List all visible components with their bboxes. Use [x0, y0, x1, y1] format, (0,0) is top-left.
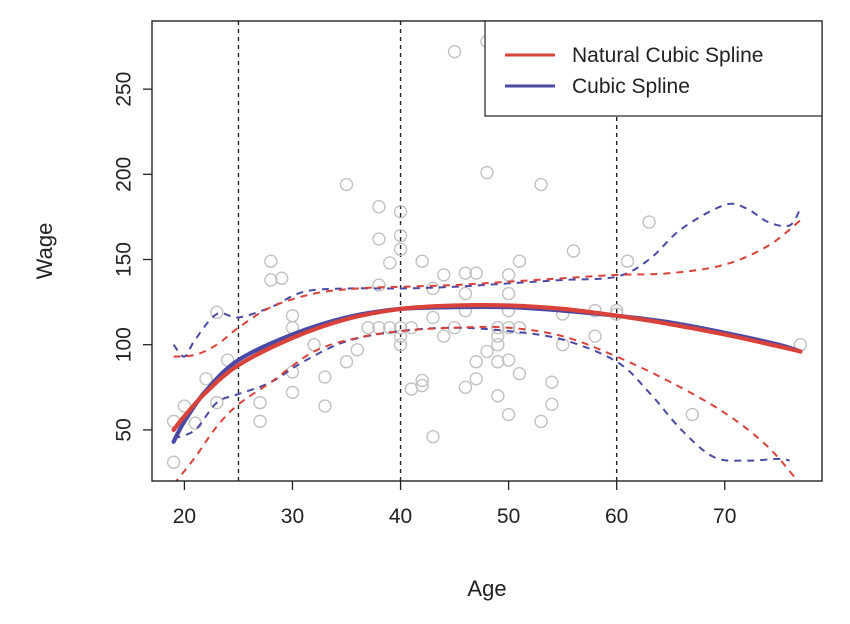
x-tick-label-60: 60: [605, 505, 628, 528]
data-point-57: [480, 344, 494, 359]
data-point-84: [620, 254, 635, 268]
data-point-26: [372, 278, 386, 292]
data-point-66: [501, 320, 516, 335]
plot-content: [166, 21, 808, 481]
data-point-68: [501, 407, 516, 422]
data-point-28: [383, 256, 397, 270]
y-tick-label-50: 50: [113, 418, 136, 441]
data-point-49: [458, 286, 473, 301]
data-point-37: [404, 320, 419, 335]
data-point-11: [264, 254, 278, 268]
data-point-38: [415, 254, 429, 268]
data-point-6: [210, 305, 224, 320]
y-axis-title: Wage: [32, 223, 57, 280]
x-tick-label-20: 20: [173, 505, 196, 528]
data-point-35: [393, 338, 408, 352]
x-tick-label-70: 70: [713, 505, 736, 528]
data-point-21: [339, 355, 354, 369]
data-point-86: [685, 407, 700, 422]
data-point-16: [285, 309, 300, 323]
data-point-41: [426, 430, 440, 444]
data-point-32: [393, 242, 408, 256]
data-point-30: [393, 205, 408, 219]
data-point-8: [253, 414, 267, 429]
x-tick-label-40: 40: [389, 505, 412, 528]
data-point-51: [458, 380, 473, 394]
data-point-20: [339, 177, 354, 192]
y-tick-label-250: 250: [113, 72, 136, 107]
data-point-72: [512, 366, 527, 381]
data-point-54: [469, 266, 483, 280]
data-point-24: [372, 200, 386, 214]
data-point-45: [437, 329, 451, 343]
data-point-60: [491, 338, 505, 352]
data-point-23: [361, 320, 375, 335]
data-point-29: [383, 320, 397, 335]
data-point-13: [285, 385, 300, 400]
data-point-19: [318, 399, 332, 413]
data-point-5: [210, 395, 224, 410]
data-point-67: [501, 353, 516, 367]
legend-box: [484, 20, 823, 117]
data-point-9: [253, 395, 267, 410]
data-point-34: [393, 329, 408, 343]
data-point-74: [534, 414, 548, 429]
data-point-75: [545, 375, 559, 389]
data-point-56: [480, 165, 494, 180]
data-point-76: [545, 397, 559, 412]
data-point-52: [469, 372, 483, 386]
data-point-70: [512, 254, 527, 268]
data-point-81: [588, 329, 602, 343]
data-point-44: [437, 268, 451, 282]
data-point-73: [534, 177, 548, 192]
data-point-4: [199, 372, 213, 386]
data-point-71: [512, 320, 527, 335]
data-point-39: [415, 378, 429, 393]
upper-band-natural-cubic-spline: [173, 219, 802, 358]
data-point-40: [415, 373, 429, 388]
data-point-63: [501, 268, 516, 282]
data-point-46: [447, 44, 462, 59]
data-point-0: [166, 455, 181, 469]
data-point-25: [372, 232, 386, 246]
data-point-18: [318, 370, 332, 384]
data-point-22: [350, 343, 365, 357]
x-tick-label-30: 30: [281, 505, 304, 528]
data-point-33: [393, 320, 408, 335]
data-point-64: [501, 286, 516, 301]
data-point-31: [393, 228, 408, 243]
legend-label-natural-cubic-spline: Natural Cubic Spline: [572, 44, 763, 67]
y-tick-label-100: 100: [113, 327, 136, 362]
data-point-61: [491, 355, 505, 369]
x-tick-label-50: 50: [497, 505, 520, 528]
x-axis-title: Age: [467, 576, 506, 601]
data-point-12: [274, 271, 289, 285]
data-point-79: [566, 244, 581, 258]
data-point-58: [491, 320, 505, 335]
y-tick-label-200: 200: [113, 157, 136, 192]
axes: 20 30 40 50 60 70 50 100 150 200 250: [113, 72, 737, 528]
data-point-48: [458, 266, 473, 280]
data-point-10: [264, 273, 278, 287]
data-point-85: [642, 215, 656, 229]
data-point-42: [426, 310, 440, 325]
legend-label-cubic-spline: Cubic Spline: [572, 75, 690, 98]
y-tick-label-150: 150: [113, 242, 136, 277]
data-point-53: [469, 355, 483, 369]
lower-band-cubic-spline: [173, 326, 790, 462]
upper-band-cubic-spline: [172, 202, 802, 358]
fit-line-natural-cubic-spline: [171, 303, 803, 432]
data-point-62: [491, 389, 505, 403]
legend: Natural Cubic Spline Cubic Spline: [484, 20, 823, 117]
fit-line-cubic-spline: [171, 304, 803, 444]
data-point-3: [188, 416, 202, 430]
